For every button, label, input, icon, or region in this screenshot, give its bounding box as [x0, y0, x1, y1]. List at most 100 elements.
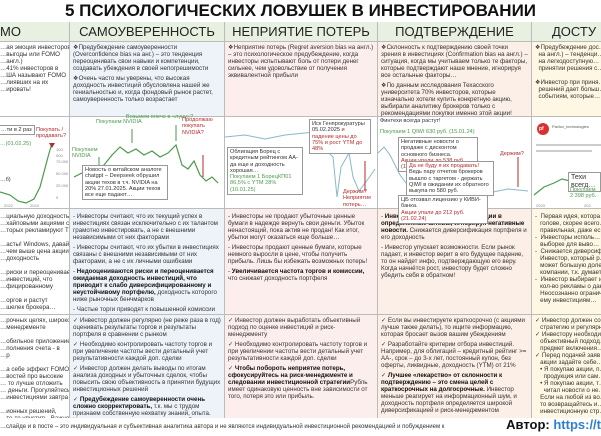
definition-text: ❖Предубеждение дос… на англ.) – тенденци… — [532, 42, 601, 117]
annotation-hold: Держим? Неприятие потерь… — [343, 189, 372, 208]
author-credit: Автор: https://t — [506, 417, 601, 432]
advice-item: ✓ Чтобы побороть неприятие потерь, сфоку… — [228, 365, 368, 400]
effects-text: …циальную доходность …хайповыми акциями … — [0, 209, 69, 315]
advice-item: ✓ Лучшее «лекарство» от склонности к под… — [381, 372, 517, 414]
annotation-text: Негативные новости о продаже с дисконтом… — [401, 139, 459, 158]
chart-panel: Финтехи всегда растут! Покупаем 1 QIWI 6… — [378, 117, 531, 225]
price-chart — [225, 131, 376, 198]
annotation: …ти в 2 раз — [0, 125, 35, 136]
annotation-denial: Да не буду я их продавать! Ведь пару отч… — [406, 161, 494, 197]
annotation-bond: Облигация Борец с кредитным рейтингом АА… — [227, 147, 303, 196]
account-name: Pavlov_technologies — [552, 124, 589, 129]
y-tick: 25 000 — [56, 183, 69, 188]
annotation-question: Покупать / продавать? — [36, 127, 66, 140]
column-fomo: МО …ая эмоция инвесторов …выгоды или FOM… — [0, 22, 70, 418]
advice-item: ✓ Если вы инвестируете краткосрочно (с а… — [381, 317, 525, 338]
logo-icon — [537, 123, 549, 135]
effect-item: - Инвесторы продают ценные бумаги, котор… — [228, 244, 368, 265]
effects-text: - Первая идея, котора… голове, скорее вс… — [532, 209, 601, 315]
advice-text: ✓ Инвестор должен со… стратегию и регуля… — [535, 317, 601, 415]
column-header: НЕПРИЯТИЕ ПОТЕРЬ — [225, 22, 377, 42]
column-header: ДОСТУ — [532, 22, 601, 42]
column-header: САМОУВЕРЕННОСТЬ — [70, 22, 224, 42]
annotation-text: Да не буду я их продавать! — [409, 163, 480, 169]
effects-block: - Инвесторы не продают убыточные ценные … — [225, 209, 377, 315]
effect-item: - Инвестор упускает возможности. Если ры… — [381, 244, 524, 279]
advice-block: ✓ Если вы инвестируете краткосрочно (с а… — [378, 315, 531, 418]
y-tick: 50 000 — [56, 171, 69, 176]
chart-panel: pf Pavlov_technologies Техи всегд… Покуп… — [532, 117, 601, 209]
effect-item: - Инвесторы считают, что их убытки в инв… — [73, 244, 219, 265]
annotation-hold: Держим? — [500, 151, 524, 157]
column-header: МО — [0, 22, 69, 42]
annotation: …б) — [0, 177, 11, 183]
effects-block: - Инвестор предпочитает инвестиции в опр… — [378, 209, 531, 315]
price-line — [0, 142, 53, 204]
definition-item: ❖Неприятие потерь (Regret aversion bias … — [228, 44, 374, 79]
annotation-text: Ведь пару отчетов брокеров вышло с тарге… — [409, 169, 489, 195]
definition-block: ❖Склонность к подтверждению своей точки … — [378, 42, 531, 117]
chart-panel: …ти в 2 раз …(01.02.25) Покупать / прода… — [0, 117, 69, 209]
author-label: Автор: — [506, 417, 554, 432]
annotation-date: …(01.02.25) — [0, 141, 32, 147]
column-header: ПОДТВЕРЖДЕНИЕ — [378, 22, 531, 42]
effects-block: - Инвесторы считают, что их текущий успе… — [70, 209, 224, 315]
advice-item: ✓ Необходимо контролировать частоту торг… — [228, 341, 368, 362]
annotation-leverage: Возьмем плечо в «луну»? — [126, 114, 194, 120]
definition-block: ❖Неприятие потерь (Regret aversion bias … — [225, 42, 377, 117]
annotation-buy: Покупаем NVIDIA — [96, 119, 142, 125]
page-title: 5 ПСИХОЛОГИЧЕСКИХ ЛОВУШЕК В ИНВЕСТИРОВАН… — [64, 1, 537, 20]
annotation-buy: Покупаем NVIDIA — [72, 147, 98, 160]
chart-panel: Покупаем NVIDIA Покупаем NVIDIA Возьмем … — [70, 114, 224, 209]
y-tick: 100 000 — [56, 147, 63, 159]
advice-item: ✓ Инвестор должен выработать объективный… — [228, 317, 361, 338]
disclaimer: …слайде и в посте – это индивидуальная и… — [0, 424, 445, 430]
annotation-question: Продолжаю покупать NVIDIA? — [182, 117, 213, 136]
annotation-buy: Покупаем 1 QIWI 630 руб. (15.01.24) — [380, 129, 475, 135]
effect-item: - Недооцениваются риски и переоцениваетс… — [73, 268, 217, 303]
annotation-text: и падение цены до 75% и рост YTM до 48% — [312, 127, 363, 153]
x-tick: 2022 — [4, 203, 13, 208]
advice-item: ✓ Инвестор должен делать выводы по итога… — [73, 365, 221, 393]
advice-item: ✓ Необходимо контролировать частоту торг… — [73, 341, 213, 362]
annotation-lawsuit: Иск Генпрокуратуры 05.02.2025 и падение … — [309, 119, 371, 155]
annotation-text: Акции упали до 212 руб. (21.02.24) — [401, 209, 465, 222]
definition-text: …ая эмоция инвесторов …выгоды или FOMO …… — [0, 42, 69, 117]
arrow-down-icon — [49, 143, 55, 148]
annotation-text: Облигация Борец с кредитным рейтингом АА… — [230, 149, 298, 174]
y-tick: 0 — [56, 195, 59, 200]
chart-panel: Облигация Борец с кредитным рейтингом АА… — [225, 117, 377, 209]
x-tick: 2024 — [30, 203, 39, 208]
advice-item: ✓ Предубеждение самоуверенности очень сл… — [73, 396, 219, 418]
column-overconfidence: САМОУВЕРЕННОСТЬ ❖Предубеждение самоувере… — [70, 22, 225, 418]
price-chart — [0, 142, 55, 204]
annotation-news: Новость о китайском аналоге chatgpt – De… — [82, 165, 168, 201]
definition-item: ❖По данным исследования Техасского униве… — [381, 82, 512, 117]
definition-item: ❖Предубеждение самоуверенности (Overconf… — [73, 44, 209, 72]
column-loss-aversion: НЕПРИЯТИЕ ПОТЕРЬ ❖Неприятие потерь (Regr… — [225, 22, 378, 418]
x-tick: 202 — [584, 203, 591, 208]
effect-item: - Инвесторы не продают убыточные ценные … — [228, 213, 365, 241]
annotation-buy: Покупаем 2 398 руб. — [570, 187, 597, 200]
logo-text: pf — [539, 126, 544, 132]
annotation: Техи всегд… — [568, 172, 601, 192]
annotation-title: Финтехи всегда растут! — [380, 118, 441, 124]
annotation-text: Иск Генпрокуратуры 05.02.2025 — [312, 121, 365, 134]
column-availability: ДОСТУ ❖Предубеждение дос… на англ.) – те… — [532, 22, 601, 418]
x-tick: 2023 — [536, 203, 545, 208]
effect-item: - Частые торги приводят к повышенной ком… — [73, 306, 216, 313]
price-chart — [533, 123, 601, 196]
column-confirmation: ПОДТВЕРЖДЕНИЕ ❖Склонность к подтверждени… — [378, 22, 532, 418]
advice-item: ✓ Разработайте критерии отбора инвестици… — [381, 341, 527, 369]
effect-item: - Увеличивается частота торгов и комисси… — [228, 268, 365, 282]
advice-text: …рочных целях, широкой …менеджменте …оби… — [0, 317, 70, 418]
effect-item: - Инвесторы считают, что их текущий успе… — [73, 213, 218, 241]
y-tick: 75 000 — [56, 159, 69, 164]
price-line — [225, 131, 376, 198]
definition-item: ❖Очень часто мы уверены, что высокая дох… — [73, 75, 213, 103]
author-link[interactable]: https://t — [553, 417, 601, 432]
definition-block: ❖Предубеждение самоуверенности (Overconf… — [70, 42, 224, 117]
advice-block: ✓ Инвестор должен выработать объективный… — [225, 315, 377, 418]
annotation-text: Покупаем 1 БорецКП01 86,5% с YTM 28% (10… — [230, 174, 292, 193]
advice-block: ✓ Инвестор должен регулярно (не реже раз… — [70, 315, 224, 418]
